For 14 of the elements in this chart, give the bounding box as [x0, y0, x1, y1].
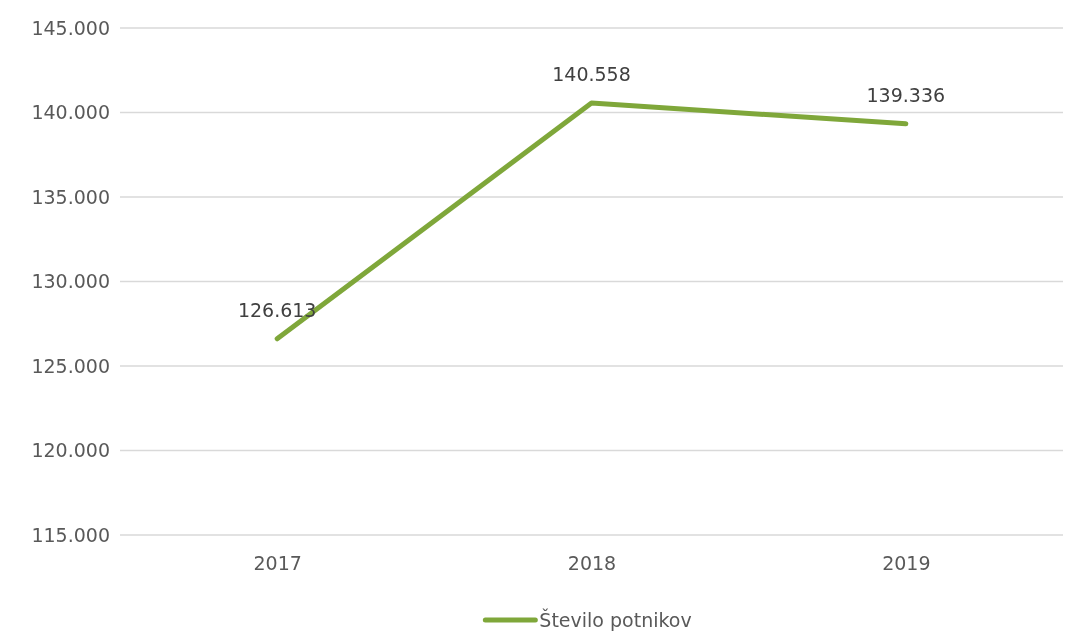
data-label: 139.336 [866, 83, 946, 106]
y-tick-label: 120.000 [31, 439, 110, 462]
data-label: 140.558 [552, 63, 631, 86]
y-tick-label: 115.000 [31, 523, 110, 546]
legend-label: Število potnikov [539, 608, 692, 631]
y-tick-label: 140.000 [31, 101, 110, 124]
x-tick-label: 2019 [882, 552, 931, 575]
y-tick-label: 125.000 [31, 354, 110, 377]
y-tick-label: 145.000 [31, 16, 110, 39]
y-tick-label: 135.000 [31, 185, 110, 208]
x-tick-label: 2018 [567, 552, 617, 575]
data-label: 126.613 [237, 298, 317, 321]
y-tick-label: 130.000 [31, 270, 110, 293]
x-tick-label: 2017 [253, 552, 302, 575]
